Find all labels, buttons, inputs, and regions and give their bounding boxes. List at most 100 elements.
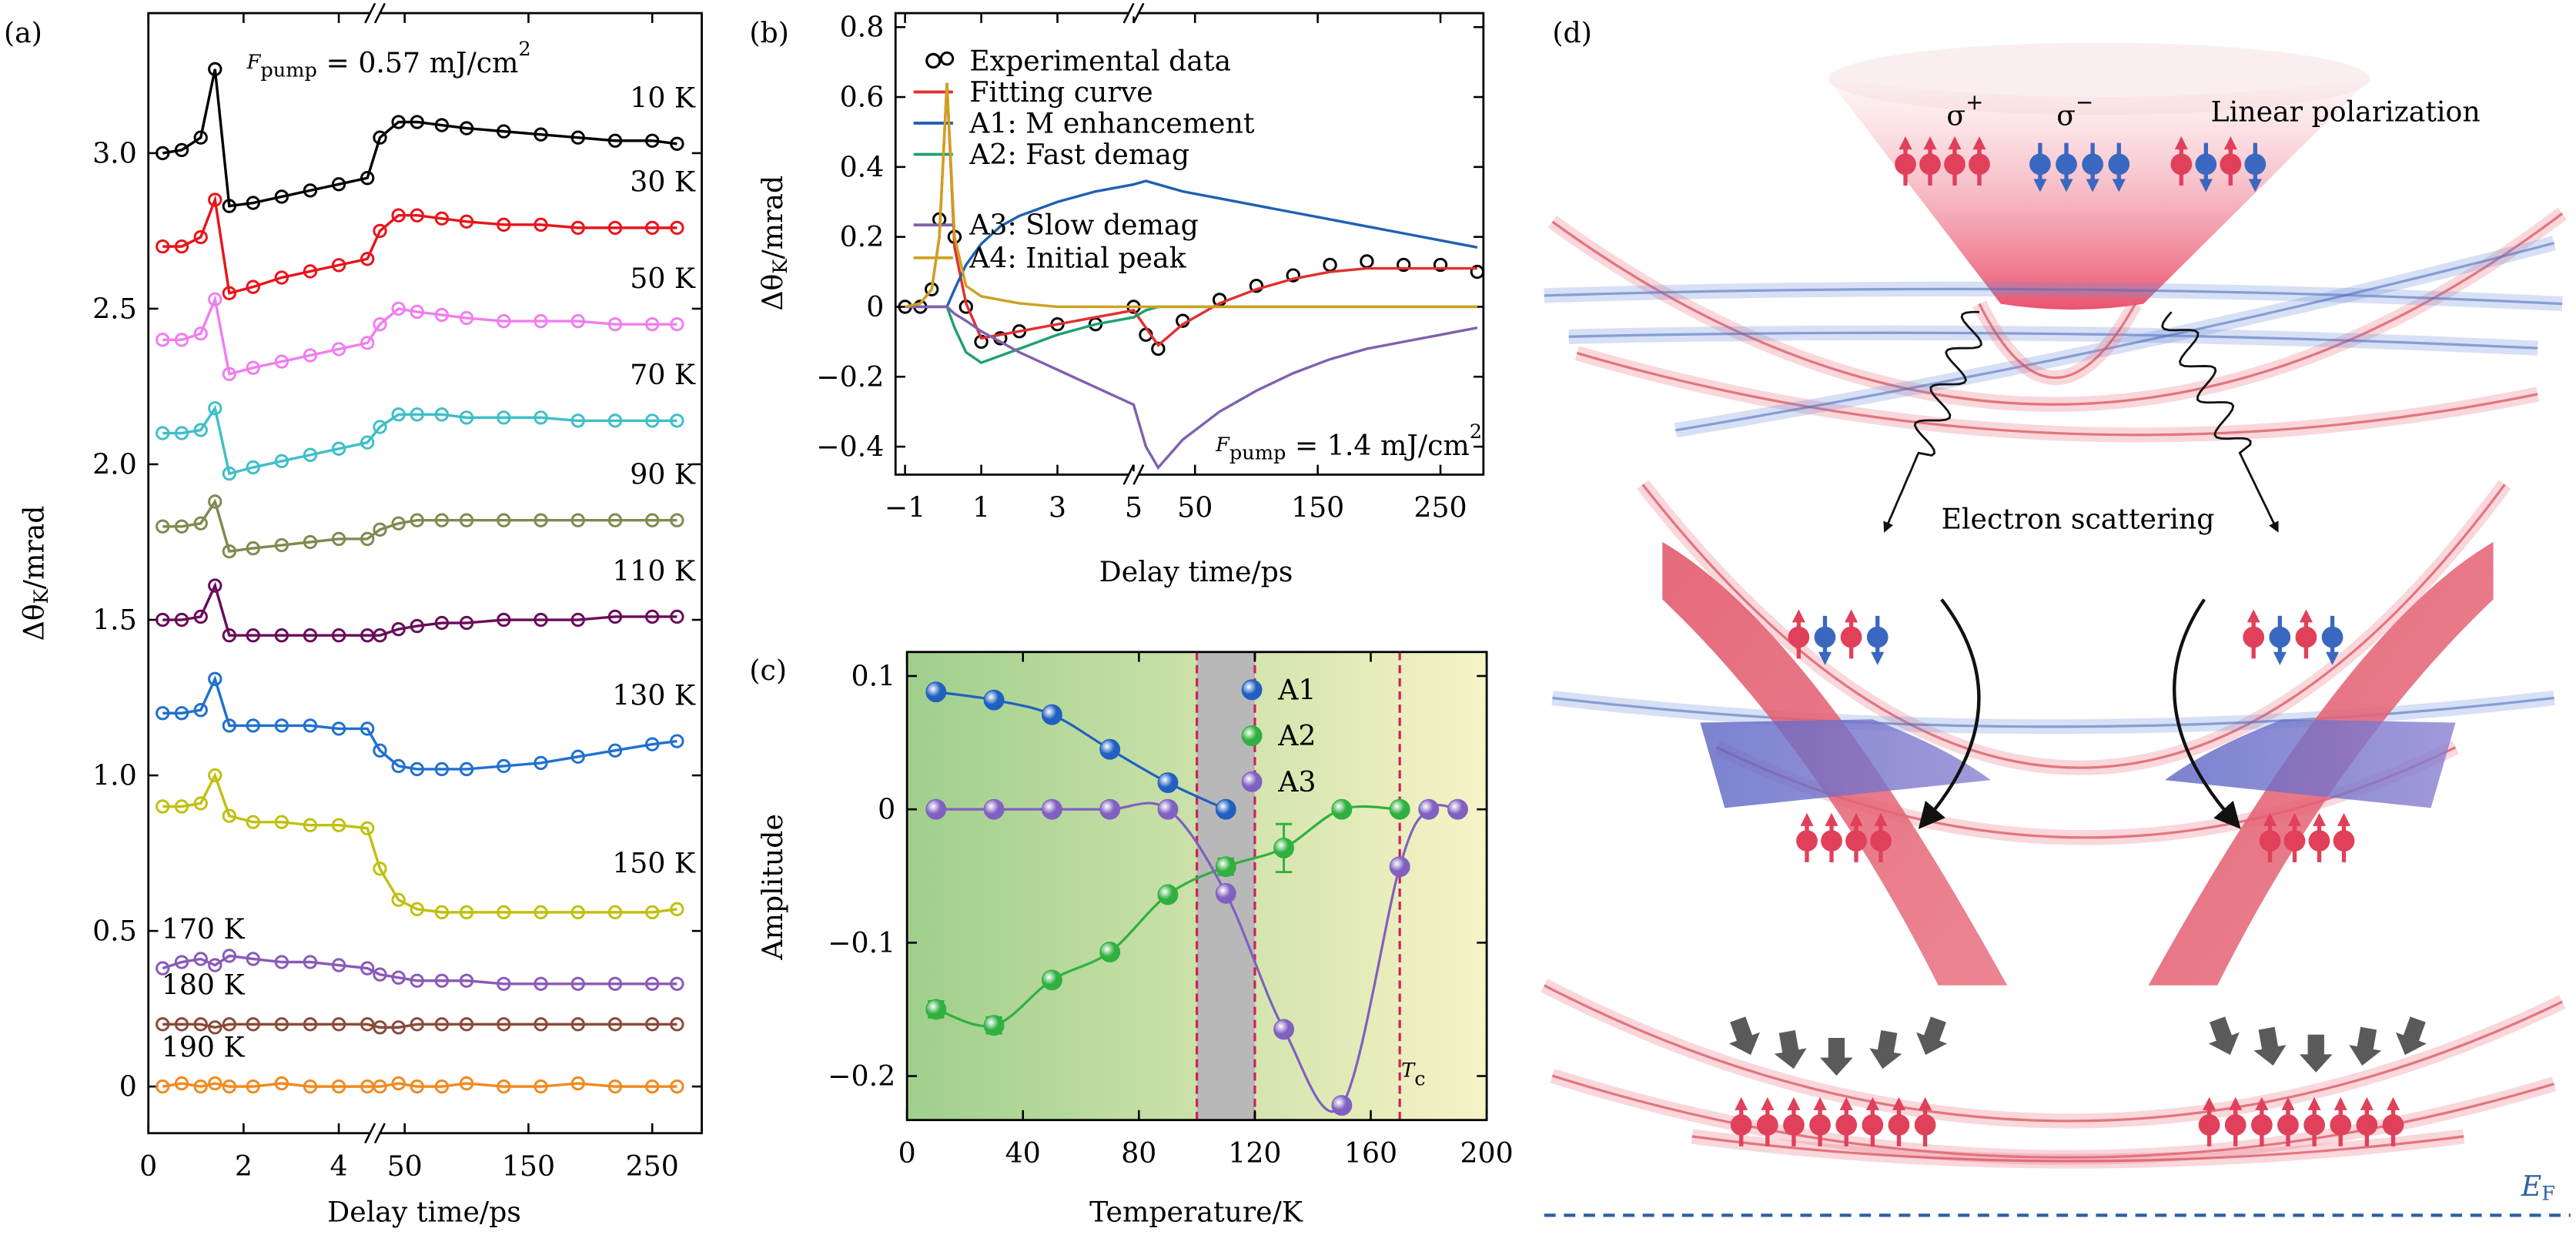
- data-point: [193, 423, 208, 437]
- chart-0: 0 0.5 1.0 1.5 2.0 2.5 3.0 0 2 4 50 150 250 10 K 30 K 50…: [4, 2, 703, 1229]
- data-point: [410, 407, 424, 422]
- data-point: [222, 808, 237, 823]
- data-point: [274, 189, 289, 204]
- data-point: [670, 609, 684, 624]
- data-point: [925, 681, 947, 703]
- axis-break: [1122, 464, 1135, 485]
- data-point: [607, 905, 623, 920]
- data-point: [274, 718, 289, 733]
- gray-arrow: [2346, 1025, 2385, 1069]
- y-tick-label: 0.2: [840, 220, 885, 253]
- series-label: 170 K: [162, 912, 246, 945]
- data-point: [373, 1079, 387, 1094]
- data-point: [497, 905, 511, 920]
- data-point: [274, 454, 289, 469]
- data-point: [246, 952, 260, 966]
- data-point: [570, 976, 585, 991]
- data-point: [193, 130, 208, 145]
- y-axis-label-part: Δθ: [17, 604, 50, 641]
- linear-polarization: Linear polarization: [2211, 95, 2481, 129]
- data-point: [497, 1079, 511, 1094]
- data-point: [410, 618, 424, 634]
- spin: [2243, 609, 2264, 658]
- data-point: [303, 264, 318, 279]
- data-point: [222, 286, 237, 300]
- data-point: [1099, 798, 1121, 820]
- data-point: [645, 905, 660, 920]
- series-label: 90 K: [630, 457, 696, 490]
- data-point: [1433, 257, 1448, 273]
- data-point: [925, 798, 947, 820]
- data-point: [534, 905, 548, 920]
- data-point: [156, 426, 170, 440]
- data-point: [391, 301, 406, 316]
- series-label: 110 K: [612, 554, 696, 587]
- series-line: [162, 675, 677, 771]
- data-point: [331, 177, 346, 192]
- data-point: [274, 1076, 289, 1091]
- data-point: [497, 124, 511, 139]
- data-point: [534, 755, 548, 771]
- data-point: [208, 578, 222, 593]
- data-point: [607, 743, 623, 758]
- chart-2: −0.2 −0.1 0 0.1 0 40 80 120 160 200 A1 A2 A3 (c) Tempe…: [749, 651, 1514, 1229]
- data-point: [1323, 257, 1337, 273]
- data-point: [645, 133, 660, 148]
- data-point: [459, 1017, 474, 1032]
- x-tick-label: 0: [139, 1150, 157, 1183]
- x-tick-label: 40: [1005, 1136, 1041, 1170]
- y-tick-label: 0: [119, 1070, 137, 1103]
- gray-arrow: [1820, 1038, 1853, 1076]
- y-axis-label-part: /mrad: [756, 176, 789, 259]
- data-point: [331, 258, 346, 273]
- wave: [1883, 310, 1982, 533]
- legend-label: A2: Fast demag: [969, 138, 1189, 171]
- data-point: [434, 407, 450, 422]
- data-point: [925, 999, 947, 1020]
- data-point: [1418, 798, 1440, 820]
- series-label: 130 K: [612, 678, 696, 711]
- series-line: [162, 1082, 677, 1088]
- data-point: [208, 292, 222, 306]
- axis-break: [1132, 464, 1145, 485]
- annotation-part: T: [1401, 1059, 1416, 1083]
- data-point: [156, 961, 170, 976]
- data-point: [331, 1017, 346, 1032]
- data-point: [373, 1020, 387, 1035]
- spin: [2357, 1097, 2378, 1146]
- data-point: [645, 1017, 660, 1032]
- data-point: [645, 1079, 660, 1094]
- annotation-part: = 0.57 mJ/cm: [317, 46, 518, 79]
- data-point: [645, 316, 660, 332]
- plot-frame: [905, 651, 1488, 1122]
- data-point: [1389, 856, 1410, 878]
- data-point: [570, 313, 585, 329]
- data-point: [222, 1017, 237, 1032]
- axis-break-gap: [370, 1130, 380, 1137]
- data-point: [373, 967, 387, 982]
- axis-break-gap: [370, 9, 380, 17]
- series-line: [162, 294, 677, 376]
- legend-marker: [1241, 771, 1263, 792]
- series-line: [162, 404, 677, 476]
- data-point: [645, 737, 660, 751]
- annotation-part: = 1.4 mJ/cm: [1286, 429, 1469, 462]
- data-point: [570, 905, 585, 920]
- data-point: [459, 214, 474, 229]
- data-point: [391, 892, 406, 907]
- data-point: [373, 316, 387, 332]
- data-point: [391, 1020, 406, 1035]
- data-point: [373, 223, 387, 239]
- data-point: [391, 1076, 406, 1091]
- data-point: [274, 270, 289, 285]
- data-point: [607, 133, 623, 148]
- data-point: [410, 1017, 424, 1032]
- data-point: [1389, 798, 1410, 820]
- x-tick-label: 120: [1228, 1136, 1281, 1170]
- data-point: [434, 1079, 450, 1094]
- y-tick-label: 0.4: [840, 150, 885, 183]
- series-line: [162, 771, 677, 914]
- panel-label: (b): [749, 16, 789, 49]
- data-point: [174, 142, 189, 158]
